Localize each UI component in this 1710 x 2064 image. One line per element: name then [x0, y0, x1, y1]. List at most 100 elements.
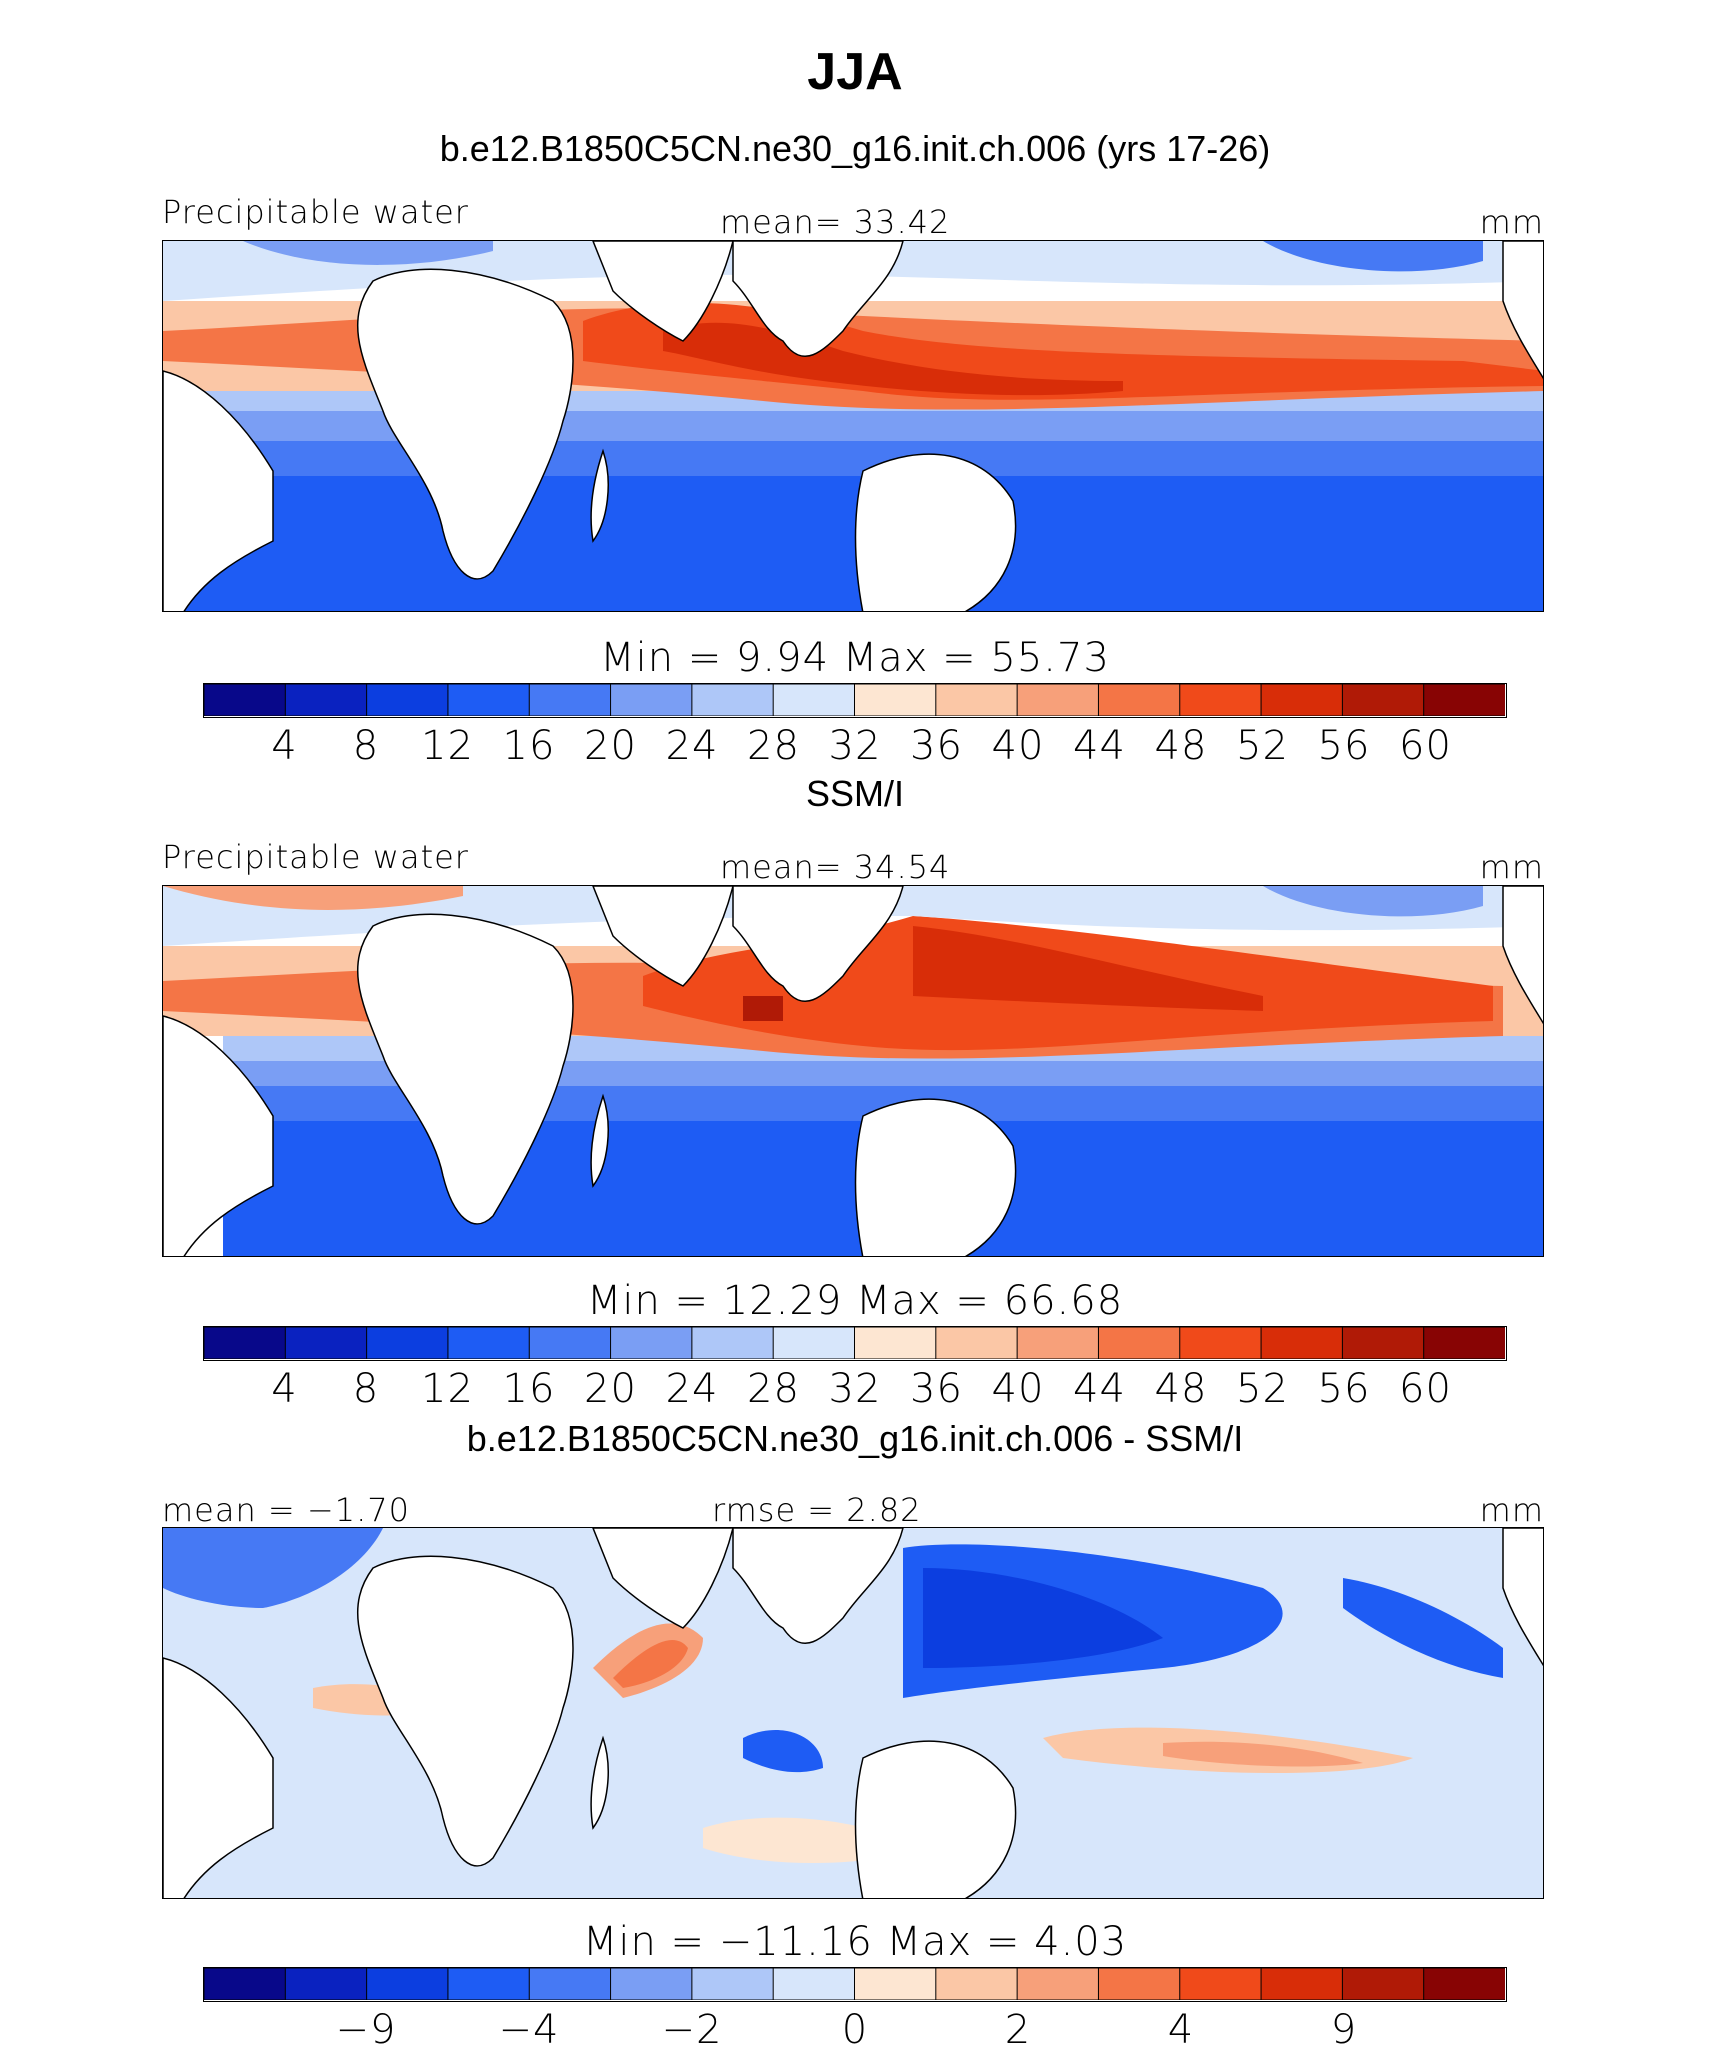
panel-2-mean-label: mean= 34.54: [720, 848, 951, 886]
colorbar-swatch: [854, 1327, 937, 1359]
colorbar-tick-label: 2: [1004, 2007, 1032, 2053]
arabia-landmass: [592, 886, 734, 987]
colorbar-swatch: [1179, 1327, 1263, 1359]
field-north-atlantic-blue: [243, 241, 493, 265]
colorbar-swatch: [204, 684, 287, 716]
field-indian-ocean-neg: [743, 1729, 823, 1773]
colorbar-tick-label: 28: [747, 723, 800, 769]
colorbar-swatch: [447, 684, 531, 716]
colorbar-tick-label: 12: [421, 1366, 474, 1412]
colorbar-tick-label: 20: [584, 1366, 637, 1412]
panel-3-field-svg: [163, 1528, 1543, 1898]
colorbar-swatch: [447, 1968, 531, 2000]
colorbar-tick-label: 4: [271, 723, 298, 769]
field-bay-of-bengal-max: [743, 996, 783, 1021]
asia-landmass: [732, 886, 904, 1002]
colorbar-tick-label: 36: [910, 1366, 963, 1412]
field-north-atlantic-warm: [163, 886, 463, 910]
colorbar-tick-label: 56: [1317, 723, 1371, 769]
colorbar-swatch: [772, 1968, 856, 2000]
panel-3-colorbar: [203, 1967, 1507, 2002]
panel-2-minmax: Min = 12.29 Max = 66.68: [586, 1278, 1124, 1324]
colorbar-swatch: [691, 684, 775, 716]
colorbar-swatch: [528, 684, 612, 716]
colorbar-swatch: [284, 684, 368, 716]
panel-1-field-svg: [163, 241, 1543, 611]
colorbar-swatch: [772, 1327, 856, 1359]
colorbar-tick-label: 8: [352, 1366, 380, 1412]
panel-3-minmax: Min = −11.16 Max = 4.03: [582, 1919, 1128, 1965]
colorbar-swatch: [284, 1327, 368, 1359]
colorbar-tick-label: 40: [991, 1366, 1045, 1412]
asia-landmass: [732, 1528, 904, 1644]
panel-1-colorbar: [203, 683, 1507, 718]
panel-3-map: [162, 1527, 1544, 1899]
panel-2-field-svg: [163, 886, 1543, 1256]
colorbar-tick-label: 12: [421, 723, 474, 769]
colorbar-tick-label: 16: [502, 723, 556, 769]
colorbar-tick-label: 16: [502, 1366, 556, 1412]
colorbar-tick-label: 0: [841, 2007, 869, 2053]
panel-1-colorbar-svg: [204, 684, 1505, 716]
colorbar-tick-label: 9: [1330, 2007, 1358, 2053]
panel-2-colorbar-svg: [204, 1327, 1505, 1359]
central-america-landmass: [1502, 1528, 1543, 1667]
colorbar-swatch: [935, 684, 1019, 716]
colorbar-swatch: [1341, 1327, 1425, 1359]
australia-landmass: [854, 1740, 1017, 1898]
field-south-pacific-pos-core: [1163, 1741, 1363, 1767]
field-arabian-sea-pos-core: [613, 1639, 688, 1688]
colorbar-tick-label: 32: [828, 1366, 882, 1412]
africa-landmass: [356, 913, 574, 1225]
panel-1-title: b.e12.B1850C5CN.ne30_g16.init.ch.006 (yr…: [439, 128, 1271, 169]
colorbar-tick-label: 52: [1236, 1366, 1289, 1412]
colorbar-tick-label: 48: [1154, 1366, 1208, 1412]
panel-3-rmse-label: rmse = 2.82: [712, 1491, 922, 1529]
panel-3-unit-label: mm: [1479, 1491, 1544, 1529]
south-america-landmass: [163, 370, 274, 611]
colorbar-swatch: [610, 1968, 693, 2000]
madagascar-landmass: [590, 1735, 609, 1830]
field-north-pacific-blue: [1263, 241, 1483, 272]
colorbar-swatch: [204, 1327, 287, 1359]
madagascar-landmass: [590, 1093, 609, 1188]
colorbar-tick-label: 32: [828, 723, 882, 769]
colorbar-swatch: [1423, 684, 1505, 716]
colorbar-swatch: [935, 1327, 1019, 1359]
colorbar-swatch: [366, 684, 449, 716]
colorbar-swatch: [1423, 1327, 1505, 1359]
south-america-landmass: [163, 1657, 274, 1898]
field-west-pacific-strong-neg: [923, 1568, 1163, 1668]
colorbar-tick-label: 40: [991, 723, 1045, 769]
madagascar-landmass: [590, 448, 609, 543]
panel-1-mean-label: mean= 33.42: [720, 203, 951, 241]
colorbar-swatch: [1016, 1968, 1100, 2000]
panel-2-variable-label: Precipitable water: [162, 838, 469, 876]
colorbar-swatch: [1179, 684, 1263, 716]
colorbar-swatch: [1016, 684, 1100, 716]
panel-1-minmax: Min = 9.94 Max = 55.73: [600, 635, 1110, 681]
colorbar-swatch: [772, 684, 856, 716]
field-north-pacific-blue: [1263, 886, 1483, 917]
colorbar-swatch: [1260, 1968, 1344, 2000]
colorbar-tick-label: −2: [661, 2007, 723, 2053]
colorbar-swatch: [1016, 1327, 1100, 1359]
africa-landmass: [356, 268, 574, 580]
colorbar-swatch: [528, 1327, 612, 1359]
colorbar-swatch: [1341, 684, 1425, 716]
panel-3-colorbar-svg: [204, 1968, 1505, 2000]
colorbar-swatch: [1260, 1327, 1344, 1359]
arabia-landmass: [592, 1528, 734, 1629]
field-warm-core: [913, 926, 1263, 1011]
colorbar-tick-label: 60: [1399, 723, 1452, 769]
field-warm-core: [663, 322, 1123, 396]
colorbar-swatch: [1097, 1968, 1181, 2000]
colorbar-swatch: [935, 1968, 1019, 2000]
colorbar-swatch: [1097, 684, 1181, 716]
colorbar-tick-label: 20: [584, 723, 637, 769]
figure-title: JJA: [807, 43, 903, 101]
australia-landmass: [854, 1098, 1017, 1256]
colorbar-swatch: [528, 1968, 612, 2000]
field-north-atlantic-neg: [163, 1528, 383, 1608]
colorbar-tick-label: 4: [1167, 2007, 1195, 2053]
